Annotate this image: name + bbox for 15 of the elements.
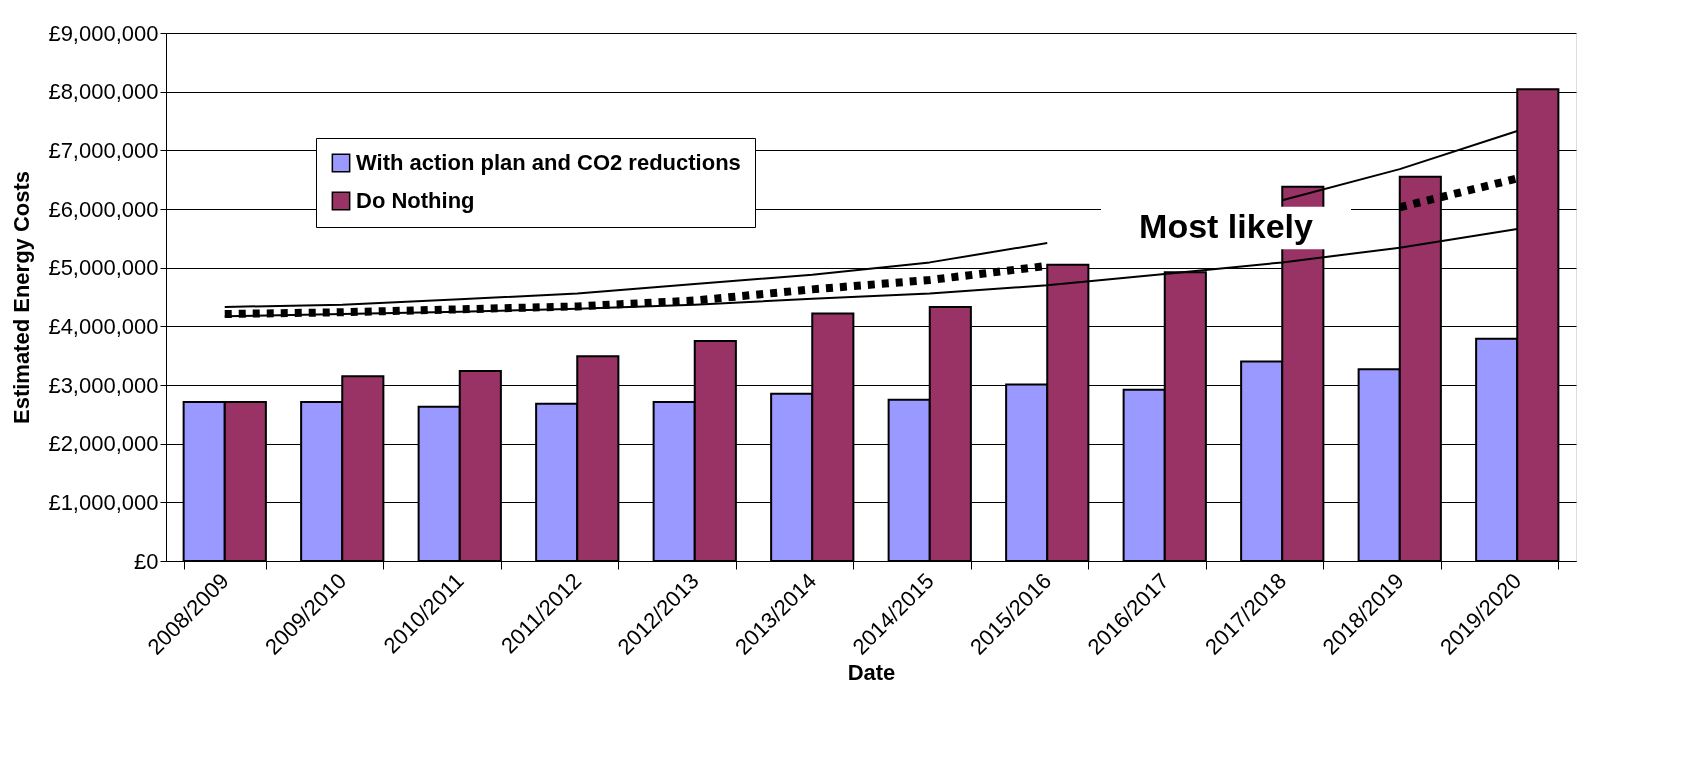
y-tick-label: £1,000,000 <box>48 489 159 515</box>
y-tick-label: £3,000,000 <box>48 372 159 398</box>
y-tick-label: £5,000,000 <box>48 255 159 281</box>
y-tick-label: £9,000,000 <box>48 20 159 46</box>
y-tick-label: £7,000,000 <box>48 137 159 163</box>
y-tick-label: £0 <box>134 548 159 574</box>
y-tick-label: £8,000,000 <box>48 79 159 105</box>
legend-label: With action plan and CO2 reductions <box>356 150 741 175</box>
legend-label: Do Nothing <box>356 188 475 213</box>
y-axis-title: Estimated Energy Costs <box>9 170 35 425</box>
y-tick-label: £6,000,000 <box>48 196 159 222</box>
annotation: Most likely <box>1139 207 1313 245</box>
y-tick-label: £4,000,000 <box>48 313 159 339</box>
x-axis-title: Date <box>847 659 896 685</box>
y-tick-label: £2,000,000 <box>48 431 159 457</box>
